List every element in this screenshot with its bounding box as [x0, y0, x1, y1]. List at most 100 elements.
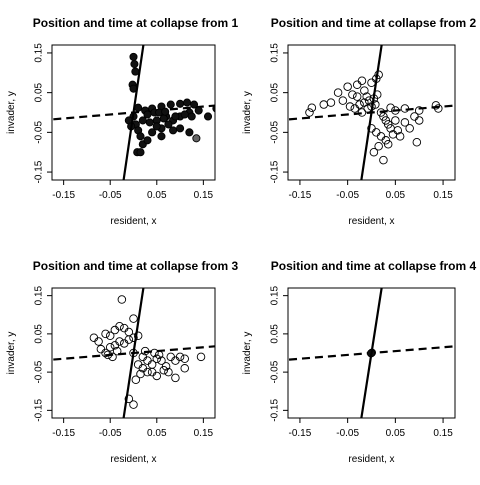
panel-title: Position and time at collapse from 4 [271, 259, 477, 273]
data-point [196, 352, 206, 362]
data-point [307, 103, 317, 112]
data-point [129, 400, 138, 409]
solid-line [122, 45, 145, 180]
data-point [143, 356, 152, 365]
panel-4: Position and time at collapse from 4 -0.1… [242, 259, 477, 465]
data-point [115, 337, 124, 346]
data-point [376, 132, 386, 141]
data-point [171, 373, 180, 383]
y-tick-label: -0.15 [270, 399, 281, 422]
data-point [101, 329, 110, 339]
x-tick-label: -0.05 [336, 190, 359, 201]
data-point [388, 130, 398, 139]
data-point [175, 352, 185, 362]
data-point [343, 82, 352, 91]
plot-area [52, 288, 215, 418]
y-tick-label: 0.15 [270, 285, 281, 305]
x-tick-label: -0.05 [336, 428, 359, 439]
x-axis-label: resident, x [110, 454, 156, 465]
data-point [185, 128, 194, 137]
data-point [129, 52, 138, 61]
x-tick-label: 0.05 [386, 428, 406, 439]
data-point [117, 295, 127, 304]
x-tick-label: 0.15 [194, 190, 214, 201]
data-point [183, 98, 192, 107]
data-point [145, 118, 154, 127]
data-point [115, 321, 124, 331]
plot-frame [287, 44, 456, 181]
data-point [391, 106, 400, 115]
data-point [176, 124, 185, 133]
data-point [383, 140, 393, 149]
solid-line [360, 288, 383, 418]
data-point [400, 118, 410, 127]
data-point [131, 375, 141, 385]
data-point [150, 348, 159, 358]
x-tick-label: 0.05 [147, 190, 167, 201]
data-point [136, 132, 145, 141]
data-point [152, 371, 162, 381]
plot-area [52, 45, 215, 180]
y-tick-label: -0.05 [34, 360, 45, 383]
data-point [143, 367, 152, 377]
data-point [333, 88, 343, 97]
data-point [350, 104, 360, 113]
data-point [164, 367, 173, 377]
data-point [379, 155, 388, 165]
y-tick-label: -0.05 [270, 360, 281, 383]
data-point [189, 100, 199, 109]
data-point [319, 100, 329, 109]
y-tick-label: 0.05 [270, 324, 281, 344]
data-point [386, 103, 395, 112]
data-point [345, 102, 355, 111]
data-point [305, 108, 314, 117]
data-point [152, 122, 161, 131]
data-point [103, 350, 113, 360]
data-point [140, 346, 150, 356]
data-point [169, 126, 178, 135]
plot-area [288, 45, 455, 180]
data-point [131, 67, 140, 76]
data-point [124, 335, 134, 344]
x-tick-label: -0.15 [52, 428, 75, 439]
data-point [147, 367, 157, 377]
data-point [180, 354, 189, 363]
x-tick-label: -0.05 [99, 190, 122, 201]
x-axis-label: resident, x [348, 216, 394, 227]
data-point [192, 134, 201, 143]
data-point [89, 333, 99, 342]
data-point [130, 60, 139, 69]
data-point [371, 100, 380, 109]
data-point [161, 107, 170, 116]
data-point [372, 128, 381, 137]
data-point [412, 138, 422, 147]
data-point [133, 331, 143, 341]
data-point [180, 364, 189, 373]
y-tick-label: -0.05 [34, 121, 45, 144]
data-point [136, 369, 145, 379]
data-point [194, 106, 203, 115]
data-point [108, 352, 117, 362]
solid-line [360, 45, 383, 180]
data-point [105, 331, 115, 341]
y-tick-label: 0.05 [34, 82, 45, 102]
y-tick-label: -0.15 [34, 160, 45, 183]
plot-area [288, 288, 455, 418]
x-tick-label: 0.05 [147, 428, 167, 439]
data-point [159, 365, 169, 375]
y-axis-label: invader, y [242, 91, 253, 134]
data-point [143, 136, 152, 145]
data-point [326, 98, 336, 107]
data-point [355, 100, 364, 109]
data-point [367, 78, 376, 87]
data-point [94, 337, 103, 346]
data-point [133, 360, 143, 369]
y-tick-label: 0.05 [34, 324, 45, 344]
data-point [338, 96, 348, 105]
x-tick-label: -0.15 [289, 190, 312, 201]
data-point [180, 110, 189, 119]
data-point [119, 339, 129, 348]
data-point [119, 323, 129, 333]
